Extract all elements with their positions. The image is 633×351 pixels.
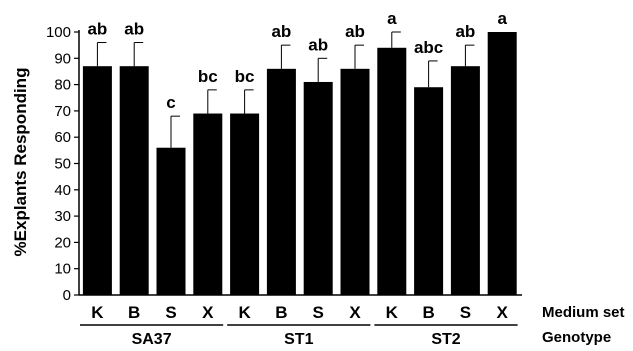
y-tick-label: 100 xyxy=(46,24,71,41)
bar xyxy=(450,66,480,295)
y-tick-label: 10 xyxy=(54,261,71,278)
bar xyxy=(119,66,149,295)
y-tick-label: 20 xyxy=(54,234,71,251)
y-tick-label: 50 xyxy=(54,156,71,173)
bar xyxy=(266,68,296,295)
significance-letter: ab xyxy=(455,22,475,41)
category-label: B xyxy=(275,303,287,322)
category-label: X xyxy=(202,303,214,322)
bar xyxy=(487,32,517,295)
category-label: X xyxy=(497,303,509,322)
significance-letter: a xyxy=(497,9,507,28)
y-axis-ticks: 0 10 20 30 40 50 60 70 80 90 100 xyxy=(46,24,79,304)
genotype-label-item: SA37 xyxy=(132,331,172,348)
y-tick-label: 70 xyxy=(54,103,71,120)
significance-letter: ab xyxy=(124,20,144,39)
medium-set-label: Medium set xyxy=(542,304,625,321)
y-tick-label: 60 xyxy=(54,129,71,146)
genotype-label: Genotype xyxy=(542,329,611,346)
significance-letter: ab xyxy=(271,22,291,41)
y-tick-label: 30 xyxy=(54,208,71,225)
category-label: K xyxy=(386,303,399,322)
bar xyxy=(230,113,260,295)
y-tick-label: 80 xyxy=(54,77,71,94)
genotype-label-item: ST2 xyxy=(431,331,460,348)
bars xyxy=(82,32,517,295)
category-label: S xyxy=(313,303,324,322)
bar xyxy=(193,113,223,295)
significance-letter: ab xyxy=(308,35,328,54)
bar xyxy=(414,87,444,295)
category-label: B xyxy=(128,303,140,322)
y-tick-label: 40 xyxy=(54,182,71,199)
significance-letter: ab xyxy=(345,22,365,41)
category-label: S xyxy=(460,303,471,322)
significance-letter: c xyxy=(166,93,175,112)
significance-letter: a xyxy=(387,9,397,28)
y-axis-label: %Explants Responding xyxy=(11,68,30,257)
bar xyxy=(377,47,407,295)
bar xyxy=(340,68,370,295)
category-label: X xyxy=(349,303,361,322)
category-label: S xyxy=(165,303,176,322)
bar xyxy=(303,81,333,295)
genotype-label-item: ST1 xyxy=(284,331,313,348)
category-label: K xyxy=(91,303,104,322)
y-tick-label: 90 xyxy=(54,50,71,67)
genotype-groups: SA37 ST1 ST2 xyxy=(80,324,518,348)
y-tick-label: 0 xyxy=(63,287,71,304)
bar xyxy=(156,147,186,295)
significance-letter: bc xyxy=(235,67,255,86)
significance-letter: ab xyxy=(87,20,107,39)
category-label: B xyxy=(422,303,434,322)
significance-letter: abc xyxy=(414,38,443,57)
significance-letter: bc xyxy=(198,67,218,86)
bar xyxy=(82,66,112,295)
error-bars xyxy=(96,31,475,148)
category-label: K xyxy=(238,303,251,322)
